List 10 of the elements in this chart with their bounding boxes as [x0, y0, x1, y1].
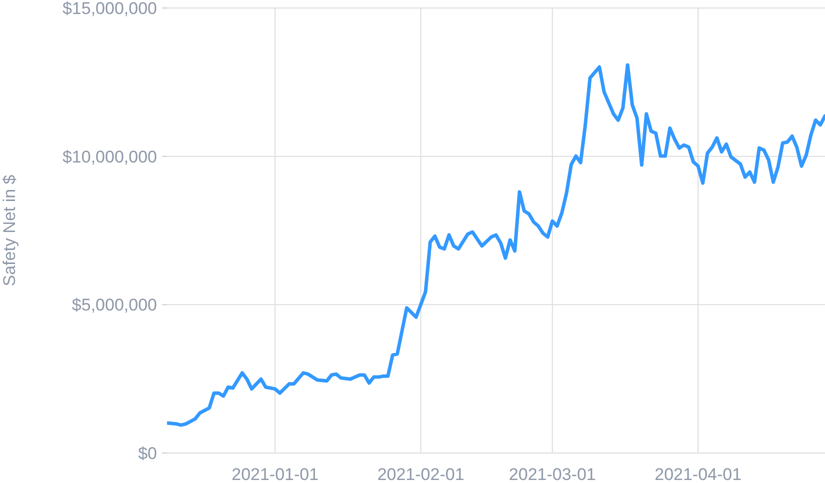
x-tick-label: 2021-04-01	[654, 465, 742, 483]
y-tick-label: $10,000,000	[62, 147, 157, 166]
y-tick-label: $5,000,000	[72, 296, 157, 315]
x-tick-label: 2021-03-01	[508, 465, 596, 483]
y-tick-label: $0	[138, 444, 157, 463]
line-series	[167, 63, 825, 427]
x-tick-label: 2021-01-01	[232, 465, 319, 483]
x-tick-label: 2021-02-01	[377, 465, 464, 483]
y-tick-label: $15,000,000	[62, 0, 157, 18]
y-axis-title: Safety Net in $	[0, 174, 19, 286]
